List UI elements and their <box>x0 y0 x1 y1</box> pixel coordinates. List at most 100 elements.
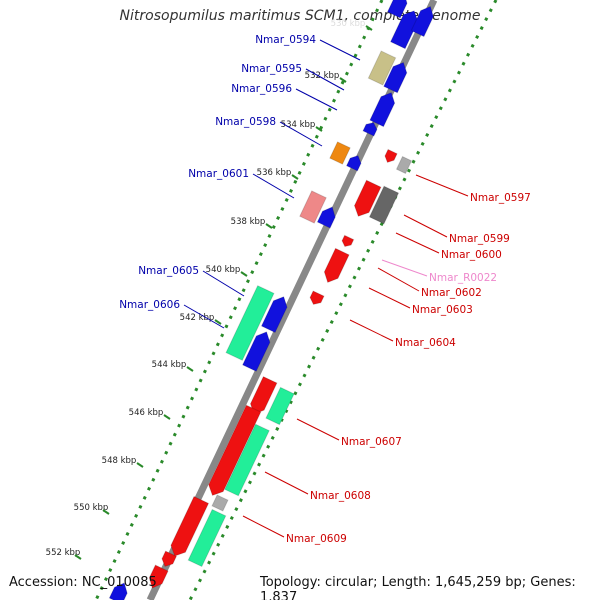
kbp-tick-label: 548 kbp <box>102 456 137 466</box>
reverse-gene-label: Nmar_0599 <box>449 233 510 245</box>
gene-block <box>323 247 350 284</box>
kbp-tick-label: 552 kbp <box>46 548 81 558</box>
gene-arrow <box>386 0 408 19</box>
gene-arrow <box>225 285 275 361</box>
gene-block <box>410 5 434 38</box>
gene-arrow <box>224 423 270 497</box>
forward-gene-label: Nmar_0606 <box>119 299 180 311</box>
gene-arrow <box>341 234 355 248</box>
kbp-tick-label: 540 kbp <box>206 265 241 275</box>
kbp-tick-label: 542 kbp <box>180 313 215 323</box>
reverse-gene-label: Nmar_0608 <box>310 490 371 502</box>
gene-block <box>161 550 178 567</box>
gene-arrow <box>187 508 227 568</box>
gene-arrow <box>389 10 419 50</box>
gene-block <box>108 582 128 600</box>
gene-block <box>367 50 397 86</box>
gene-block <box>224 423 270 497</box>
kbp-tick-mark <box>365 25 373 31</box>
gene-block <box>386 0 408 19</box>
reverse-gene-label: Nmar_0602 <box>421 287 482 299</box>
gene-block <box>389 10 419 50</box>
kbp-tick-label: 538 kbp <box>231 217 266 227</box>
gene-block <box>329 141 351 165</box>
gene-arrow <box>345 155 362 172</box>
reverse-gene-leader <box>349 319 394 342</box>
kbp-tick-label: 530 kbp <box>331 19 366 29</box>
gene-arrow <box>299 190 327 224</box>
forward-gene-leader <box>279 121 323 147</box>
reverse-gene-label: Nmar_0609 <box>286 533 347 545</box>
reverse-gene-leader <box>242 515 285 538</box>
gene-arrow <box>383 61 408 94</box>
kbp-tick-label: 536 kbp <box>257 168 292 178</box>
gene-block <box>368 185 400 225</box>
gene-arrow <box>395 155 413 175</box>
gene-arrow <box>367 50 397 86</box>
forward-gene-label: Nmar_0594 <box>255 34 316 46</box>
gene-arrow <box>260 296 288 334</box>
gene-block <box>345 155 362 172</box>
gene-block <box>187 508 227 568</box>
reverse-gene-leader <box>415 174 469 197</box>
gene-arrow <box>410 5 434 38</box>
forward-gene-leader <box>319 39 361 61</box>
forward-gene-label: Nmar_0595 <box>241 63 302 75</box>
gene-block <box>369 91 396 128</box>
reverse-gene-label: Nmar_0603 <box>412 304 473 316</box>
forward-gene-leader <box>252 173 295 199</box>
kbp-tick-mark <box>186 366 194 372</box>
kbp-tick-label: 546 kbp <box>129 408 164 418</box>
reverse-gene-leader <box>403 214 448 238</box>
gene-block <box>383 61 408 94</box>
gene-arrow <box>309 290 325 306</box>
kbp-tick-mark <box>136 462 144 468</box>
gene-block <box>170 495 210 557</box>
gene-block <box>341 234 355 248</box>
gene-block <box>208 404 262 497</box>
kbp-tick-mark <box>315 126 323 132</box>
kbp-tick-label: 534 kbp <box>281 120 316 130</box>
kbp-tick-label: 544 kbp <box>152 360 187 370</box>
gene-block <box>362 121 378 137</box>
gene-block <box>316 206 336 229</box>
forward-gene-leader <box>183 304 225 329</box>
reverse-gene-leader <box>377 267 420 292</box>
gene-arrow <box>316 206 336 229</box>
kbp-tick-label: 532 kbp <box>305 71 340 81</box>
gene-block <box>353 179 382 217</box>
reverse-gene-label: Nmar_0607 <box>341 436 402 448</box>
reverse-gene-leader <box>264 471 309 495</box>
gene-arrow <box>362 121 378 137</box>
kbp-tick-mark <box>214 319 222 325</box>
kbp-tick-mark <box>291 174 299 180</box>
gene-arrow <box>208 404 262 497</box>
kbp-tick-mark <box>102 509 110 515</box>
gene-block <box>395 155 413 175</box>
gene-arrow <box>384 148 398 164</box>
outer-tick-track <box>188 0 498 600</box>
gene-block <box>309 290 325 306</box>
reverse-gene-label: Nmar_0597 <box>470 192 531 204</box>
gene-arrow <box>161 550 178 567</box>
forward-gene-leader <box>305 68 345 91</box>
reverse-gene-label: Nmar_0604 <box>395 337 456 349</box>
gene-arrow <box>368 185 400 225</box>
forward-gene-label: Nmar_0598 <box>215 116 276 128</box>
reverse-gene-label: Nmar_0600 <box>441 249 502 261</box>
gene-block <box>265 386 295 426</box>
reverse-gene-leader <box>296 418 340 441</box>
gene-arrow <box>353 179 382 217</box>
gene-block <box>260 296 288 334</box>
gene-arrow <box>329 141 351 165</box>
gene-block <box>299 190 327 224</box>
gene-block <box>241 331 271 372</box>
gene-arrow <box>170 495 210 557</box>
kbp-tick-mark <box>265 223 273 229</box>
gene-block <box>211 494 229 512</box>
gene-arrow <box>108 582 128 600</box>
kbp-tick-mark <box>163 414 171 420</box>
reverse-gene-leader <box>368 287 411 309</box>
accession-text: Accession: NC_010085 <box>9 575 157 590</box>
kbp-tick-mark <box>74 554 82 560</box>
